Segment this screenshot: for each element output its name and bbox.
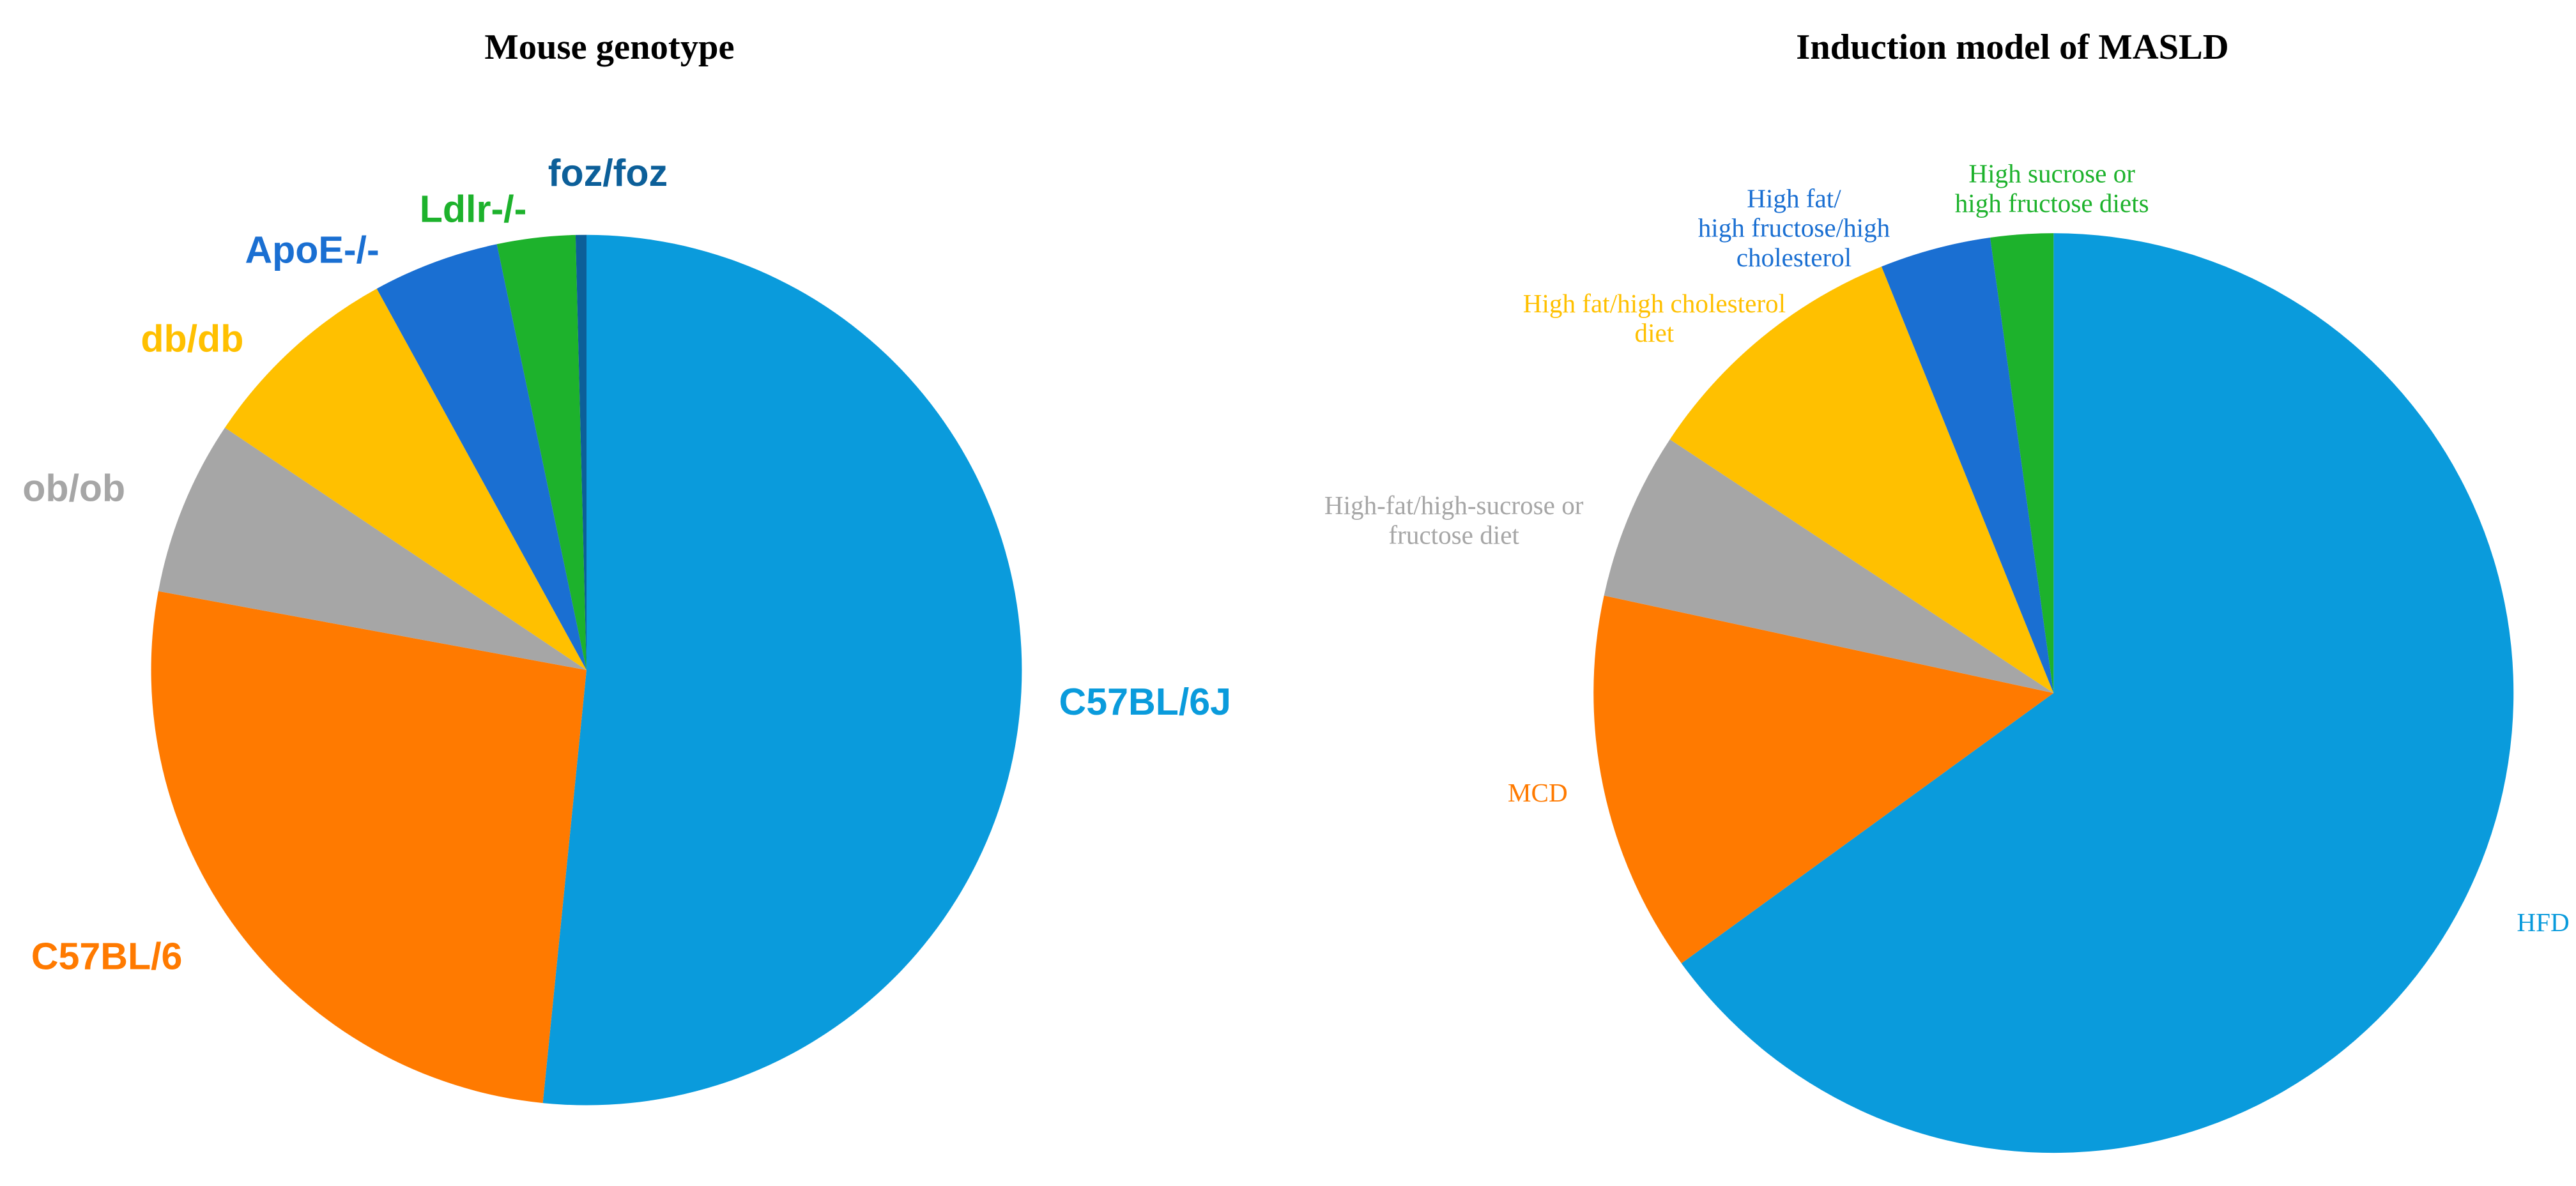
pie-slice <box>575 234 586 671</box>
slice-label: C57BL/6 <box>31 934 183 978</box>
chart-title: Induction model of MASLD <box>1796 26 2229 67</box>
slice-label: High-fat/high-sucrose or fructose diet <box>1324 492 1584 551</box>
slice-label: High fat/ high fructose/high cholesterol <box>1698 185 1890 273</box>
slice-label: foz/foz <box>548 151 668 194</box>
pie-slice <box>1604 439 2054 694</box>
pie-slice <box>542 234 1022 1106</box>
pie-slice <box>225 288 586 671</box>
pie-slice <box>1882 238 2054 694</box>
pie-slice <box>376 244 586 671</box>
slice-label: ob/ob <box>22 466 126 510</box>
pie-slice <box>1593 595 2054 964</box>
slice-label: HFD <box>2517 909 2570 938</box>
pie-slice <box>496 234 586 671</box>
pie-slice <box>158 427 586 671</box>
slice-label: C57BL/6J <box>1059 680 1232 723</box>
slice-label: db/db <box>141 317 244 360</box>
slice-label: Ldlr-/- <box>419 187 527 231</box>
slice-label: High fat/high cholesterol diet <box>1522 291 1786 349</box>
pie-slice <box>151 591 586 1104</box>
pie-slice <box>1669 266 2054 694</box>
pie-slice <box>1681 233 2514 1153</box>
chart-title: Mouse genotype <box>484 26 735 67</box>
slice-label: ApoE-/- <box>245 228 379 271</box>
slice-label: High sucrose or high fructose diets <box>1954 161 2149 218</box>
slice-label: MCD <box>1507 780 1568 809</box>
pie-slice <box>1990 233 2054 694</box>
